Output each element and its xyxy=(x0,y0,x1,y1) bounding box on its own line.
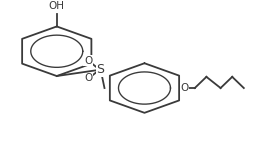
Text: O: O xyxy=(84,73,92,83)
Text: O: O xyxy=(180,83,189,93)
Text: OH: OH xyxy=(49,1,65,12)
Text: S: S xyxy=(96,63,105,76)
Text: O: O xyxy=(84,56,92,66)
